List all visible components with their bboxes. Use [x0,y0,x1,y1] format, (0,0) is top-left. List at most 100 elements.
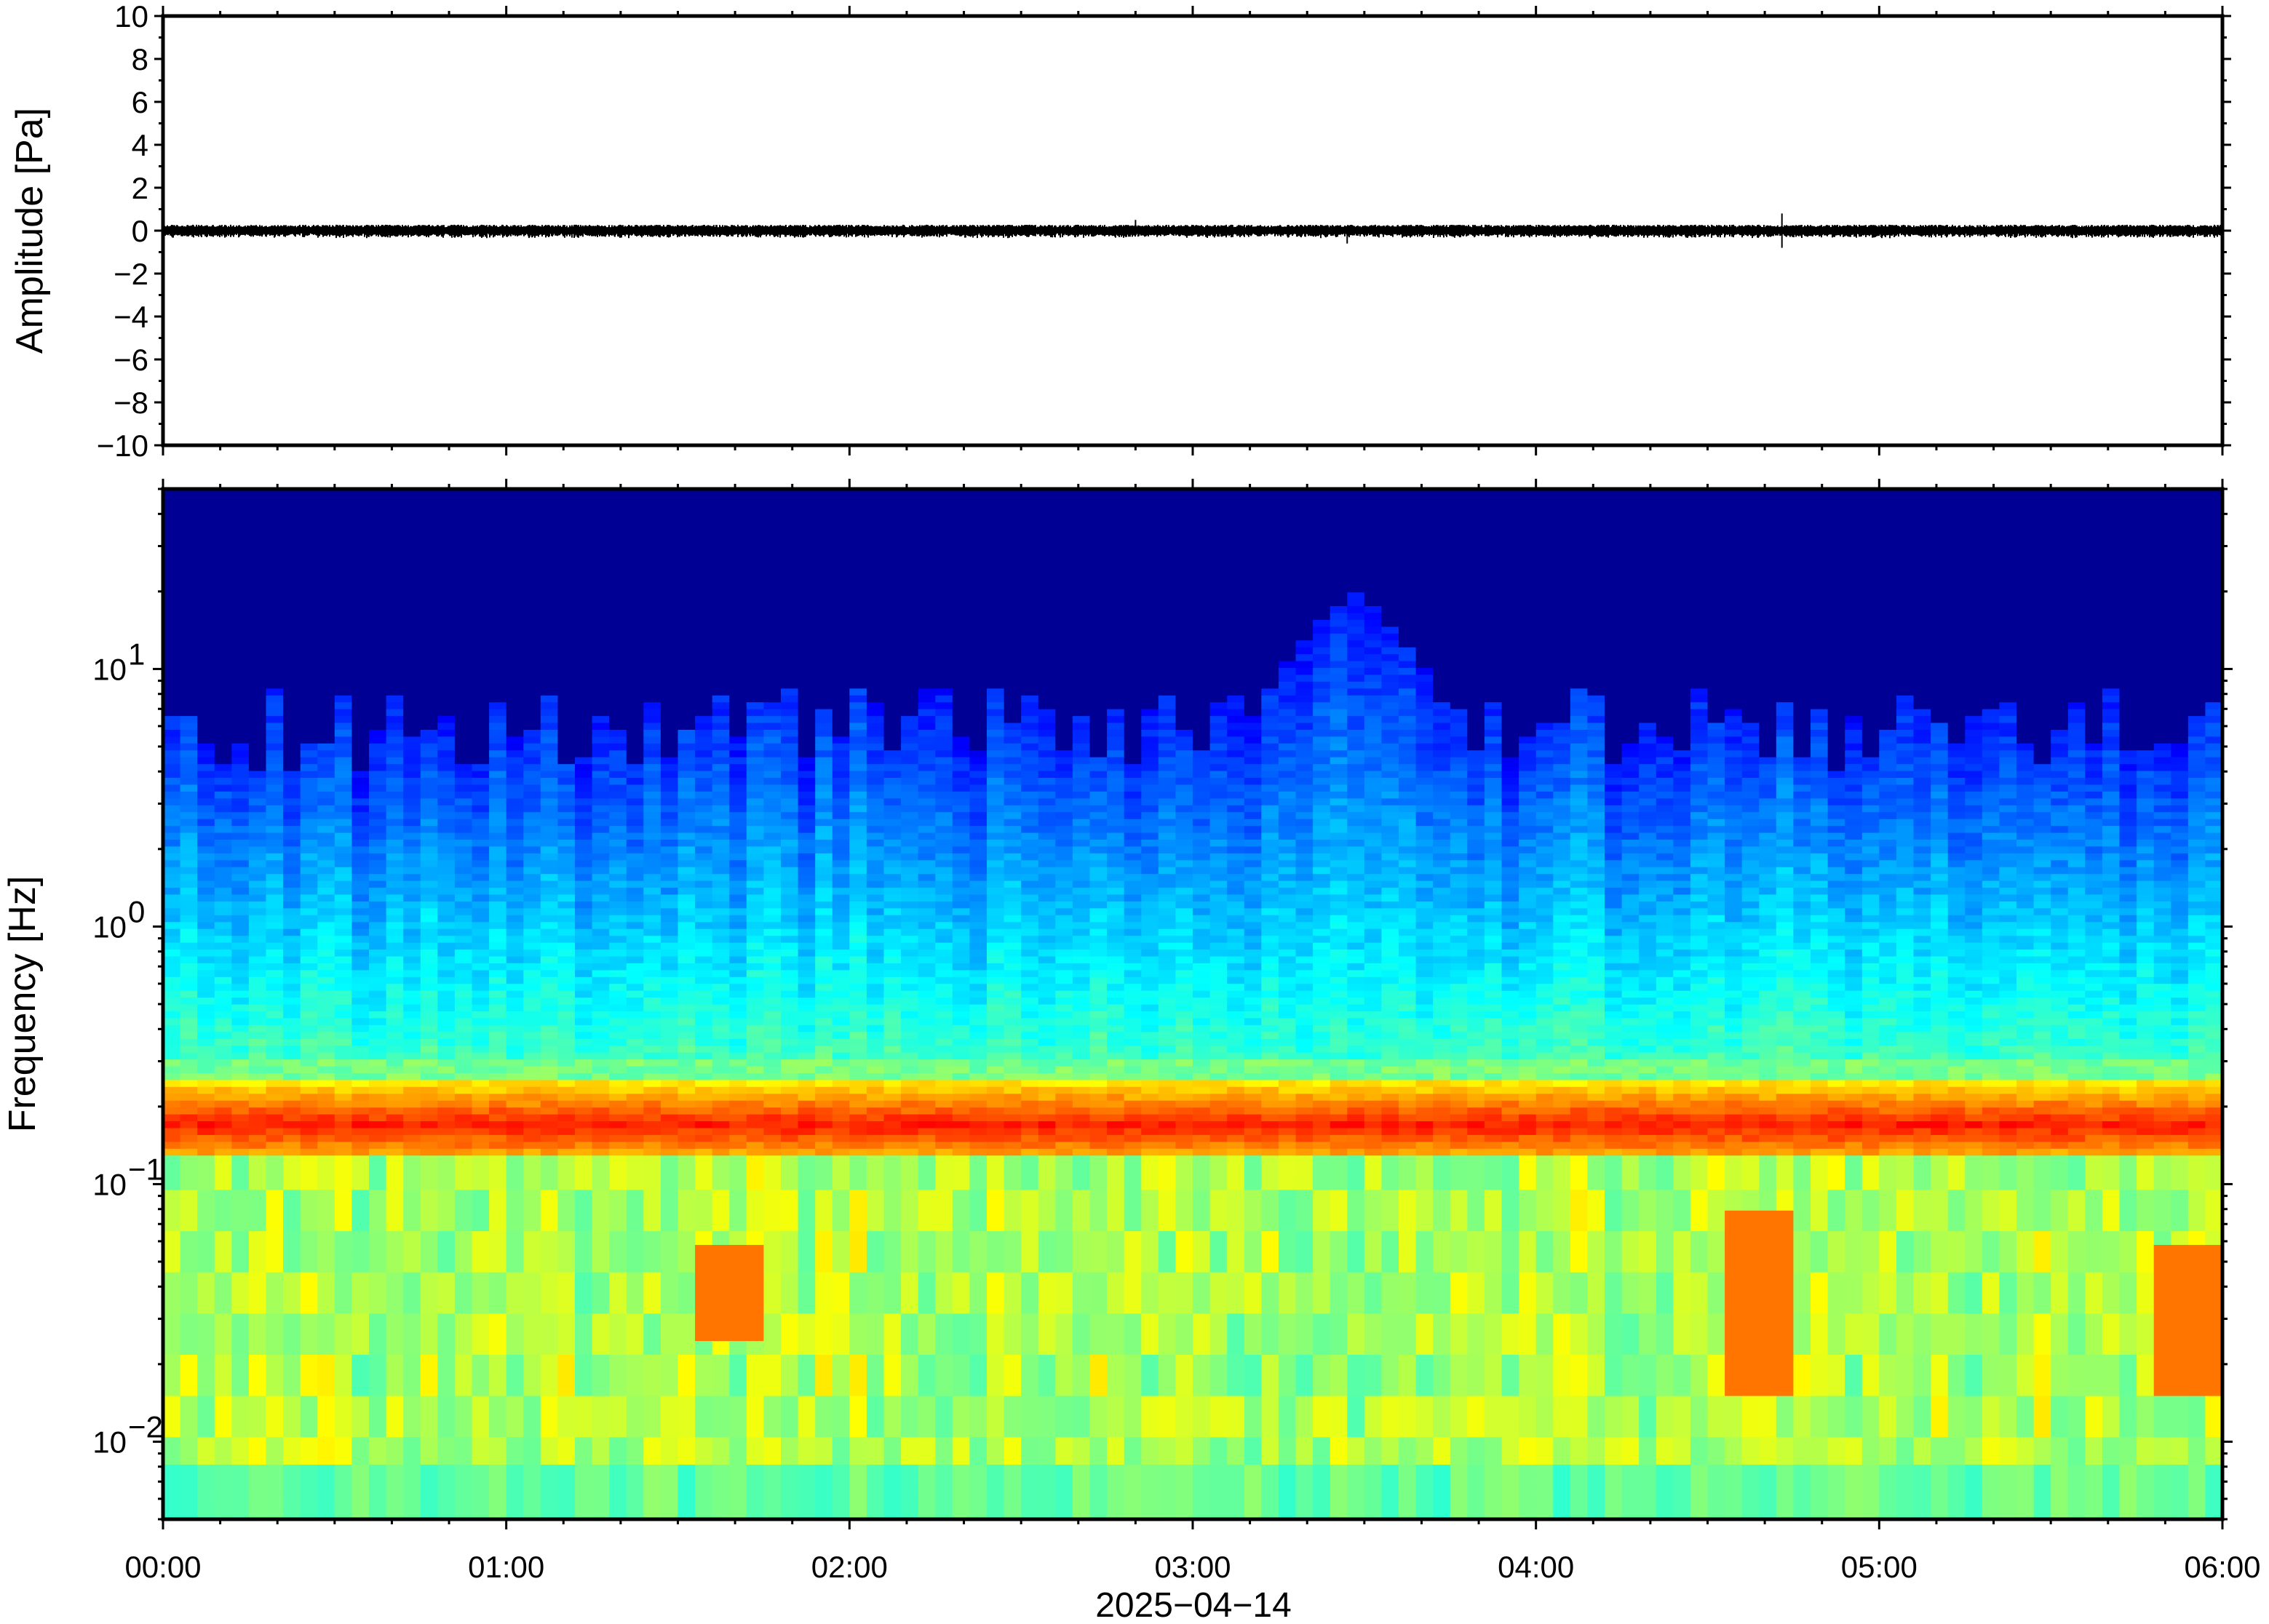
spectrogram-cell [2051,1444,2069,1452]
spectrogram-cell [1347,1292,1365,1300]
spectrogram-cell [1295,1430,1314,1438]
spectrogram-cell [1519,1265,1537,1273]
spectrogram-cell [1415,1258,1434,1266]
spectrogram-cell [1244,1430,1262,1438]
spectrogram-cell [1072,1258,1091,1266]
spectrogram-cell [746,1484,764,1492]
spectrogram-cell [1004,1457,1022,1465]
spectrogram-cell [1707,1320,1725,1328]
spectrogram-cell [351,1354,370,1362]
spectrogram-cell [454,1258,473,1266]
spectrogram-cell [815,1484,833,1492]
spectrogram-cell [2171,1498,2189,1506]
spectrogram-cell [1725,1326,1794,1334]
spectrogram-cell [1861,1320,1880,1328]
spectrogram-cell [575,1299,593,1307]
spectrogram-cell [1707,1478,1725,1486]
spectrogram-cell [677,1422,696,1430]
spectrogram-cell [781,1320,799,1328]
spectrogram-cell [283,1409,301,1417]
spectrogram-cell [1364,1230,1382,1238]
spectrogram-cell [1605,1492,1623,1500]
spectrogram-cell [1845,1286,1863,1293]
spectrogram-cell [420,1251,438,1259]
spectrogram-cell [1484,1265,1503,1273]
spectrogram-cell [935,1388,953,1396]
spectrogram-cell [1982,1444,2000,1452]
spectrogram-cell [1313,1340,1331,1348]
spectrogram-cell [695,1382,713,1390]
spectrogram-cell [832,1512,850,1520]
spectrogram-cell [1004,1244,1022,1252]
spectrogram-cell [472,1396,490,1404]
spectrogram-cell [695,1286,764,1293]
spectrogram-cell [1278,1492,1297,1500]
spectrogram-cell [1639,1238,1657,1245]
spectrogram-cell [334,1292,352,1300]
spectrogram-cell [1913,1320,1931,1328]
spectrogram-cell [1021,1478,1039,1486]
spectrogram-cell [1347,1258,1365,1266]
spectrogram-cell [1261,1354,1279,1362]
spectrogram-cell [351,1238,370,1245]
spectrogram-cell [781,1348,799,1355]
spectrogram-cell [1021,1444,1039,1452]
spectrogram-cell [1227,1334,1245,1342]
spectrogram-cell [1038,1505,1056,1513]
spectrogram-cell [592,1422,610,1430]
spectrogram-cell [1947,1292,1966,1300]
spectrogram-cell [1553,1409,1571,1417]
spectrogram-cell [987,1258,1005,1266]
spectrogram-cell [248,1265,267,1273]
spectrogram-cell [1295,1244,1314,1252]
spectrogram-cell [540,1382,558,1390]
spectrogram-cell [1570,1492,1588,1500]
spectrogram-cell [1759,1444,1777,1452]
spectrogram-cell [1811,1354,1829,1362]
spectrogram-cell [1793,1361,1811,1369]
spectrogram-cell [1535,1326,1554,1334]
spectrogram-cell [2153,1457,2171,1465]
spectrogram-cell [1811,1258,1829,1266]
spectrogram-cell [815,1306,833,1314]
spectrogram-cell [1158,1299,1176,1307]
spectrogram-cell [351,1430,370,1438]
spectrogram-cell [163,1258,181,1266]
spectrogram-cell [815,1388,833,1396]
spectrogram-cell [1913,1354,1931,1362]
spectrogram-cell [231,1286,250,1293]
spectrogram-cell [1038,1340,1056,1348]
spectrogram-cell [1038,1292,1056,1300]
spectrogram-cell [1433,1422,1451,1430]
spectrogram-cell [1004,1402,1022,1410]
spectrogram-cell [2051,1388,2069,1396]
spectrogram-cell [248,1224,267,1232]
spectrogram-cell [1158,1340,1176,1348]
spectrogram-cell [1399,1299,1417,1307]
spectrogram-cell [1381,1238,1399,1245]
spectrogram-cell [575,1444,593,1452]
spectrogram-cell [1965,1354,1983,1362]
spectrogram-cell [1827,1409,1845,1417]
spectrogram-cell [506,1444,524,1452]
spectrogram-cell [351,1258,370,1266]
spectrogram-cell [1193,1313,1211,1321]
spectrogram-cell [866,1340,885,1348]
spectrogram-cell [643,1340,661,1348]
spectrogram-cell [557,1326,576,1334]
spectrogram-cell [163,1348,181,1355]
spectrogram-cell [918,1244,936,1252]
spectrogram-cell [1725,1402,1743,1410]
spectrogram-cell [472,1258,490,1266]
spectrogram-cell [1570,1348,1588,1355]
spectrogram-cell [883,1436,902,1444]
spectrogram-cell [1484,1396,1519,1404]
spectrogram-cell [815,1224,833,1232]
spectrogram-cell [369,1313,387,1321]
spectrogram-cell [1519,1484,1537,1492]
spectrogram-cell [609,1470,627,1478]
spectrogram-cell [1931,1492,1949,1500]
spectrogram-cell [420,1292,438,1300]
spectrogram-cell [1725,1374,1794,1382]
spectrogram-cell [197,1368,215,1376]
